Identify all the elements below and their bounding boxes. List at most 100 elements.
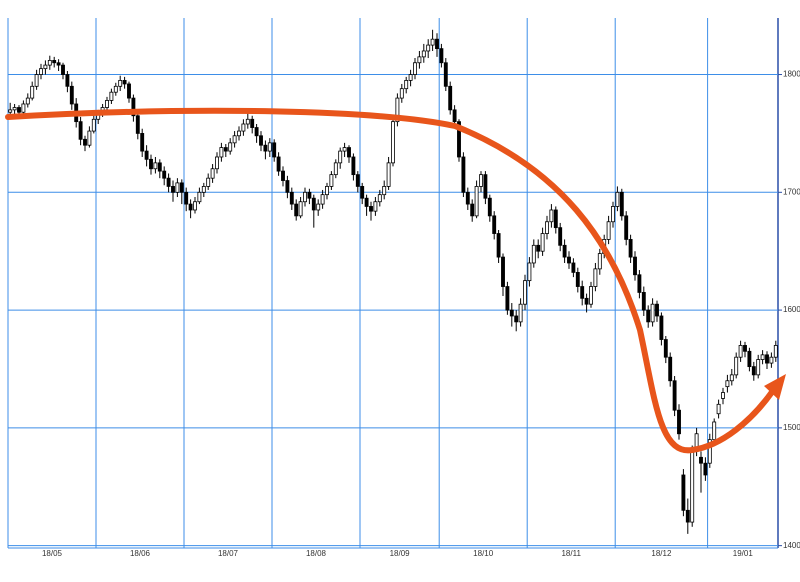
candle-body xyxy=(87,130,92,146)
candle-body xyxy=(699,456,703,464)
candle-body xyxy=(311,197,316,211)
candle-body xyxy=(562,244,567,258)
x-tick-label: 18/12 xyxy=(651,549,672,558)
candle-body xyxy=(448,85,453,111)
candle-body xyxy=(646,309,651,323)
candle-body xyxy=(479,174,483,187)
candle-body xyxy=(690,451,695,523)
candle-body xyxy=(157,162,162,172)
candle-body xyxy=(501,256,505,287)
candle-body xyxy=(536,244,541,252)
candle-body xyxy=(584,297,589,305)
x-tick-label: 18/09 xyxy=(390,549,411,558)
candle-body xyxy=(756,359,761,376)
candle-body xyxy=(553,209,558,229)
candle-body xyxy=(175,182,180,193)
candle-body xyxy=(712,421,717,441)
candle-body xyxy=(8,109,13,113)
candle-body xyxy=(641,292,646,311)
candle-body xyxy=(281,170,285,181)
candle-body xyxy=(421,50,426,58)
x-tick-label: 18/10 xyxy=(473,549,494,558)
candle-body xyxy=(188,203,193,211)
candle-body xyxy=(743,345,747,352)
candle-body xyxy=(320,194,325,205)
candle-body xyxy=(263,144,268,152)
candle-body xyxy=(593,268,598,287)
candle-body xyxy=(83,138,87,146)
candle-body xyxy=(184,191,189,205)
candle-body xyxy=(377,194,382,203)
candle-body xyxy=(21,103,26,113)
candle-body xyxy=(162,170,167,179)
candle-body xyxy=(677,409,681,435)
y-tick-label: 1600 xyxy=(783,305,800,314)
candle-body xyxy=(223,147,228,152)
candle-body xyxy=(56,62,61,66)
candle-body xyxy=(597,253,602,270)
candle-body xyxy=(496,233,501,258)
candle-body xyxy=(338,150,343,164)
candle-body xyxy=(465,191,470,205)
candle-body xyxy=(259,135,263,146)
candle-body xyxy=(760,354,765,360)
candle-body xyxy=(747,350,752,368)
candle-body xyxy=(215,156,219,170)
candle-body xyxy=(659,315,664,340)
candle-body xyxy=(276,156,281,172)
candle-body xyxy=(527,262,532,282)
candle-body xyxy=(487,197,492,217)
candle-body xyxy=(193,201,197,211)
candle-body xyxy=(470,203,475,217)
candle-body xyxy=(34,74,39,87)
candle-body xyxy=(716,403,721,415)
candle-body xyxy=(369,206,373,212)
candle-body xyxy=(241,123,246,132)
candle-body xyxy=(567,256,571,264)
candles xyxy=(8,29,778,534)
candle-body xyxy=(43,64,48,70)
candle-body xyxy=(386,162,391,187)
candle-body xyxy=(373,201,378,212)
candle-body xyxy=(399,88,404,99)
candle-body xyxy=(245,118,250,125)
candle-body xyxy=(738,345,743,358)
grid xyxy=(7,18,782,549)
candle-body xyxy=(685,509,690,523)
candle-body xyxy=(65,74,70,87)
candle-body xyxy=(655,303,659,317)
candle-body xyxy=(725,380,730,388)
candle-body xyxy=(342,147,347,152)
candle-body xyxy=(131,97,136,117)
candle-body xyxy=(12,107,17,111)
candle-body xyxy=(773,345,778,358)
candle-body xyxy=(417,56,422,64)
candle-body xyxy=(615,191,620,207)
candle-body xyxy=(575,271,580,287)
candle-body xyxy=(571,262,576,273)
y-tick-label: 1500 xyxy=(783,423,800,432)
candle-body xyxy=(127,83,131,99)
candle-body xyxy=(39,68,43,75)
candle-body xyxy=(250,118,255,128)
candle-body xyxy=(61,64,65,75)
candle-body xyxy=(703,462,708,476)
candle-body xyxy=(355,174,360,187)
candle-body xyxy=(285,180,290,193)
candle-body xyxy=(545,221,549,234)
candle-body xyxy=(237,130,241,137)
candle-body xyxy=(140,133,145,152)
candle-body xyxy=(430,38,435,46)
candle-body xyxy=(360,186,365,199)
candle-body xyxy=(606,221,611,240)
candle-body xyxy=(135,115,140,134)
x-tick-label: 18/08 xyxy=(306,549,327,558)
candle-body xyxy=(294,203,299,217)
candle-body xyxy=(681,474,686,511)
x-tick-label: 18/11 xyxy=(561,549,581,558)
y-tick-label: 1400 xyxy=(783,541,800,550)
candle-body xyxy=(144,150,149,160)
candle-body xyxy=(47,60,52,66)
candle-body xyxy=(289,191,294,205)
candle-body xyxy=(531,244,536,264)
